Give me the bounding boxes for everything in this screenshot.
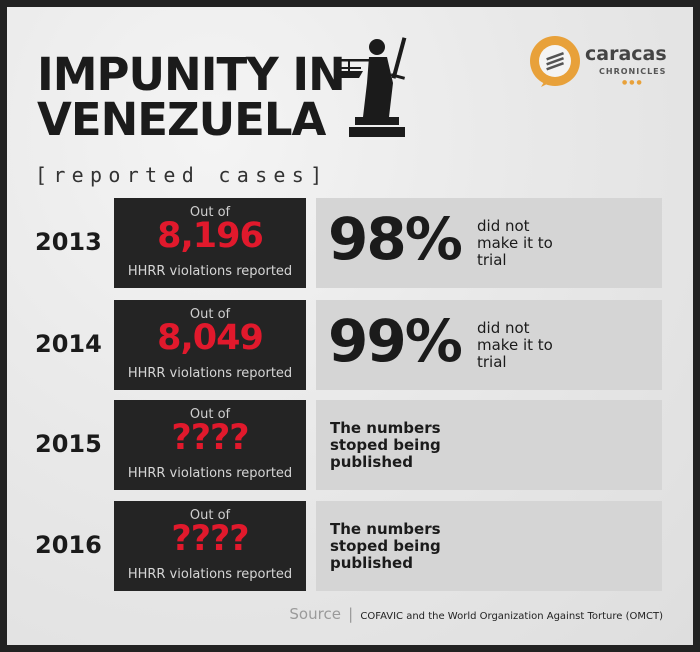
cases-label: HHRR violations reported	[127, 567, 293, 582]
percent-value: 98%	[328, 205, 463, 273]
caracas-chronicles-logo: caracas CHRONICLES ●●●	[527, 33, 687, 93]
year-row-2016: 2016 Out of ???? HHRR violations reporte…	[7, 501, 693, 591]
year-label: 2014	[35, 330, 102, 358]
title-line-2: VENEZUELA	[37, 93, 326, 146]
cases-label: HHRR violations reported	[127, 366, 293, 381]
year-row-2013: 2013 Out of 8,196 HHRR violations report…	[7, 198, 693, 288]
source-separator: |	[348, 605, 354, 623]
logo-name: caracas	[585, 43, 667, 65]
cases-panel: Out of ???? HHRR violations reported	[114, 400, 306, 490]
year-label: 2015	[35, 430, 102, 458]
outcome-panel: 98% did not make it to trial	[316, 198, 662, 288]
logo-dots: ●●●	[622, 79, 644, 86]
year-label: 2013	[35, 228, 102, 256]
cases-panel: Out of ???? HHRR violations reported	[114, 501, 306, 591]
unpublished-message: The numbers stoped being published	[330, 419, 441, 471]
out-of-label: Out of	[189, 205, 231, 220]
source-credit: Source | COFAVIC and the World Organizat…	[289, 605, 663, 623]
cases-count: ????	[171, 418, 249, 458]
cases-count: 8,049	[157, 318, 264, 358]
subtitle: [reported cases]	[35, 163, 329, 187]
year-row-2014: 2014 Out of 8,049 HHRR violations report…	[7, 300, 693, 390]
cases-count: ????	[171, 519, 249, 559]
cases-label: HHRR violations reported	[127, 466, 293, 481]
lady-justice-icon	[335, 37, 407, 137]
percent-value: 99%	[328, 307, 463, 375]
percent-note: did not make it to trial	[477, 217, 553, 269]
percent-note: did not make it to trial	[477, 319, 553, 371]
speech-bubble-icon	[530, 36, 580, 87]
page-title: IMPUNITY IN VENEZUELA	[37, 48, 346, 146]
unpublished-message: The numbers stoped being published	[330, 520, 441, 572]
cases-count: 8,196	[157, 216, 264, 256]
out-of-label: Out of	[189, 307, 231, 322]
cases-panel: Out of 8,196 HHRR violations reported	[114, 198, 306, 288]
outcome-panel: The numbers stoped being published	[316, 400, 662, 490]
cases-panel: Out of 8,049 HHRR violations reported	[114, 300, 306, 390]
title-line-1: IMPUNITY IN	[37, 48, 346, 101]
outcome-panel: 99% did not make it to trial	[316, 300, 662, 390]
infographic: IMPUNITY IN VENEZUELA caracas CHRONICLES…	[7, 7, 693, 645]
year-label: 2016	[35, 531, 102, 559]
out-of-label: Out of	[189, 407, 231, 422]
source-label: Source	[289, 605, 341, 623]
year-row-2015: 2015 Out of ???? HHRR violations reporte…	[7, 400, 693, 490]
outcome-panel: The numbers stoped being published	[316, 501, 662, 591]
cases-label: HHRR violations reported	[127, 264, 293, 279]
logo-subtitle: CHRONICLES	[599, 67, 667, 76]
out-of-label: Out of	[189, 508, 231, 523]
source-text: COFAVIC and the World Organization Again…	[360, 611, 663, 622]
